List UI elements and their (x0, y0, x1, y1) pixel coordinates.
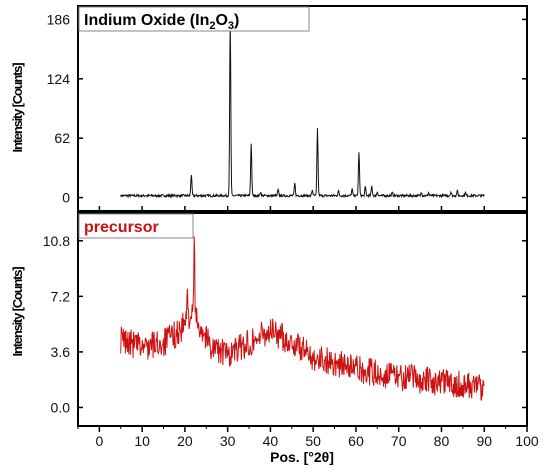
x-tick-label: 80 (434, 433, 450, 449)
x-tick-label: 60 (348, 433, 364, 449)
y-tick-label: 186 (47, 11, 71, 27)
bottom-y-axis-label: Intensity [Counts] (10, 267, 25, 357)
top-title-sub2: 3 (228, 20, 234, 32)
top-y-ticks: 0 62 124 186 (47, 11, 527, 206)
top-y-axis-label: Intensity [Counts] (10, 63, 25, 153)
top-title-main: Indium Oxide (In (84, 12, 209, 29)
top-panel-title: Indium Oxide (In2O3) (84, 12, 239, 32)
top-title-sub1: 2 (209, 20, 215, 32)
bottom-x-ticks: 0 10 20 30 40 50 60 70 80 90 100 (77, 206, 539, 449)
top-title-mid: O (215, 12, 227, 29)
x-tick-label: 0 (95, 433, 103, 449)
x-tick-label: 30 (220, 433, 236, 449)
y-tick-label: 0.0 (51, 399, 71, 415)
top-plot-frame (77, 5, 528, 212)
bottom-y-ticks: 0.0 3.6 7.2 10.8 (43, 233, 527, 415)
y-tick-label: 7.2 (51, 288, 71, 304)
x-tick-label: 50 (305, 433, 321, 449)
bottom-panel: 0.0 3.6 7.2 10.8 0 10 20 30 40 50 60 70 80 90 100 pre… (10, 206, 539, 465)
y-tick-label: 124 (47, 71, 71, 87)
top-series-line (120, 18, 485, 199)
x-tick-label: 90 (476, 433, 492, 449)
bottom-title-box (78, 213, 194, 239)
y-tick-label: 10.8 (43, 233, 70, 249)
bottom-plot-frame (77, 212, 528, 427)
x-tick-label: 10 (134, 433, 150, 449)
bottom-panel-title: precursor (84, 219, 159, 236)
x-axis-label: Pos. [°2θ] (270, 449, 334, 465)
top-title-box (78, 6, 310, 32)
x-tick-label: 100 (515, 433, 539, 449)
x-tick-label: 70 (391, 433, 407, 449)
x-tick-label: 40 (263, 433, 279, 449)
top-title-close: ) (234, 12, 239, 29)
y-tick-label: 3.6 (51, 344, 71, 360)
y-tick-label: 62 (54, 130, 70, 146)
y-tick-label: 0 (62, 190, 70, 206)
bottom-series-line (120, 236, 485, 401)
x-tick-label: 20 (177, 433, 193, 449)
top-panel: 0 62 124 186 Indium Oxide (In2O3) Intensity… (10, 5, 528, 212)
